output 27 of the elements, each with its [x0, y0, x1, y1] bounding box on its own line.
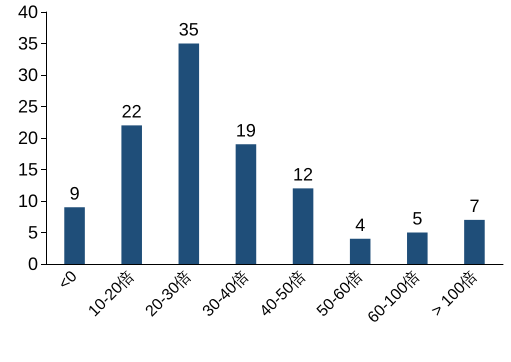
data-label: 7 — [469, 196, 480, 216]
y-tick-label: 40 — [18, 2, 38, 22]
x-tick-label: <0 — [56, 268, 81, 293]
bar — [350, 238, 370, 264]
y-tick-label: 15 — [18, 160, 38, 180]
y-tick-label: 25 — [18, 96, 38, 116]
data-label: 9 — [70, 183, 80, 204]
data-label: 19 — [236, 120, 256, 140]
y-tick-label: 0 — [28, 254, 38, 274]
y-tick-label: 35 — [18, 34, 38, 54]
bar — [292, 188, 314, 264]
x-tick-label: > 100倍 — [428, 267, 480, 320]
data-label: 12 — [293, 164, 314, 184]
bar — [178, 44, 200, 264]
y-tick-label: 10 — [18, 191, 38, 211]
y-tick-label: 5 — [28, 222, 38, 242]
data-label: 22 — [122, 101, 142, 122]
data-label: 35 — [178, 20, 199, 40]
bar — [407, 232, 428, 264]
bar — [64, 207, 85, 264]
bar — [121, 125, 142, 264]
data-label: 5 — [412, 208, 422, 228]
y-tick-label: 20 — [18, 128, 38, 148]
bar — [464, 220, 485, 264]
y-tick-label: 30 — [18, 65, 38, 85]
data-label: 4 — [355, 214, 366, 235]
bar — [236, 144, 256, 264]
